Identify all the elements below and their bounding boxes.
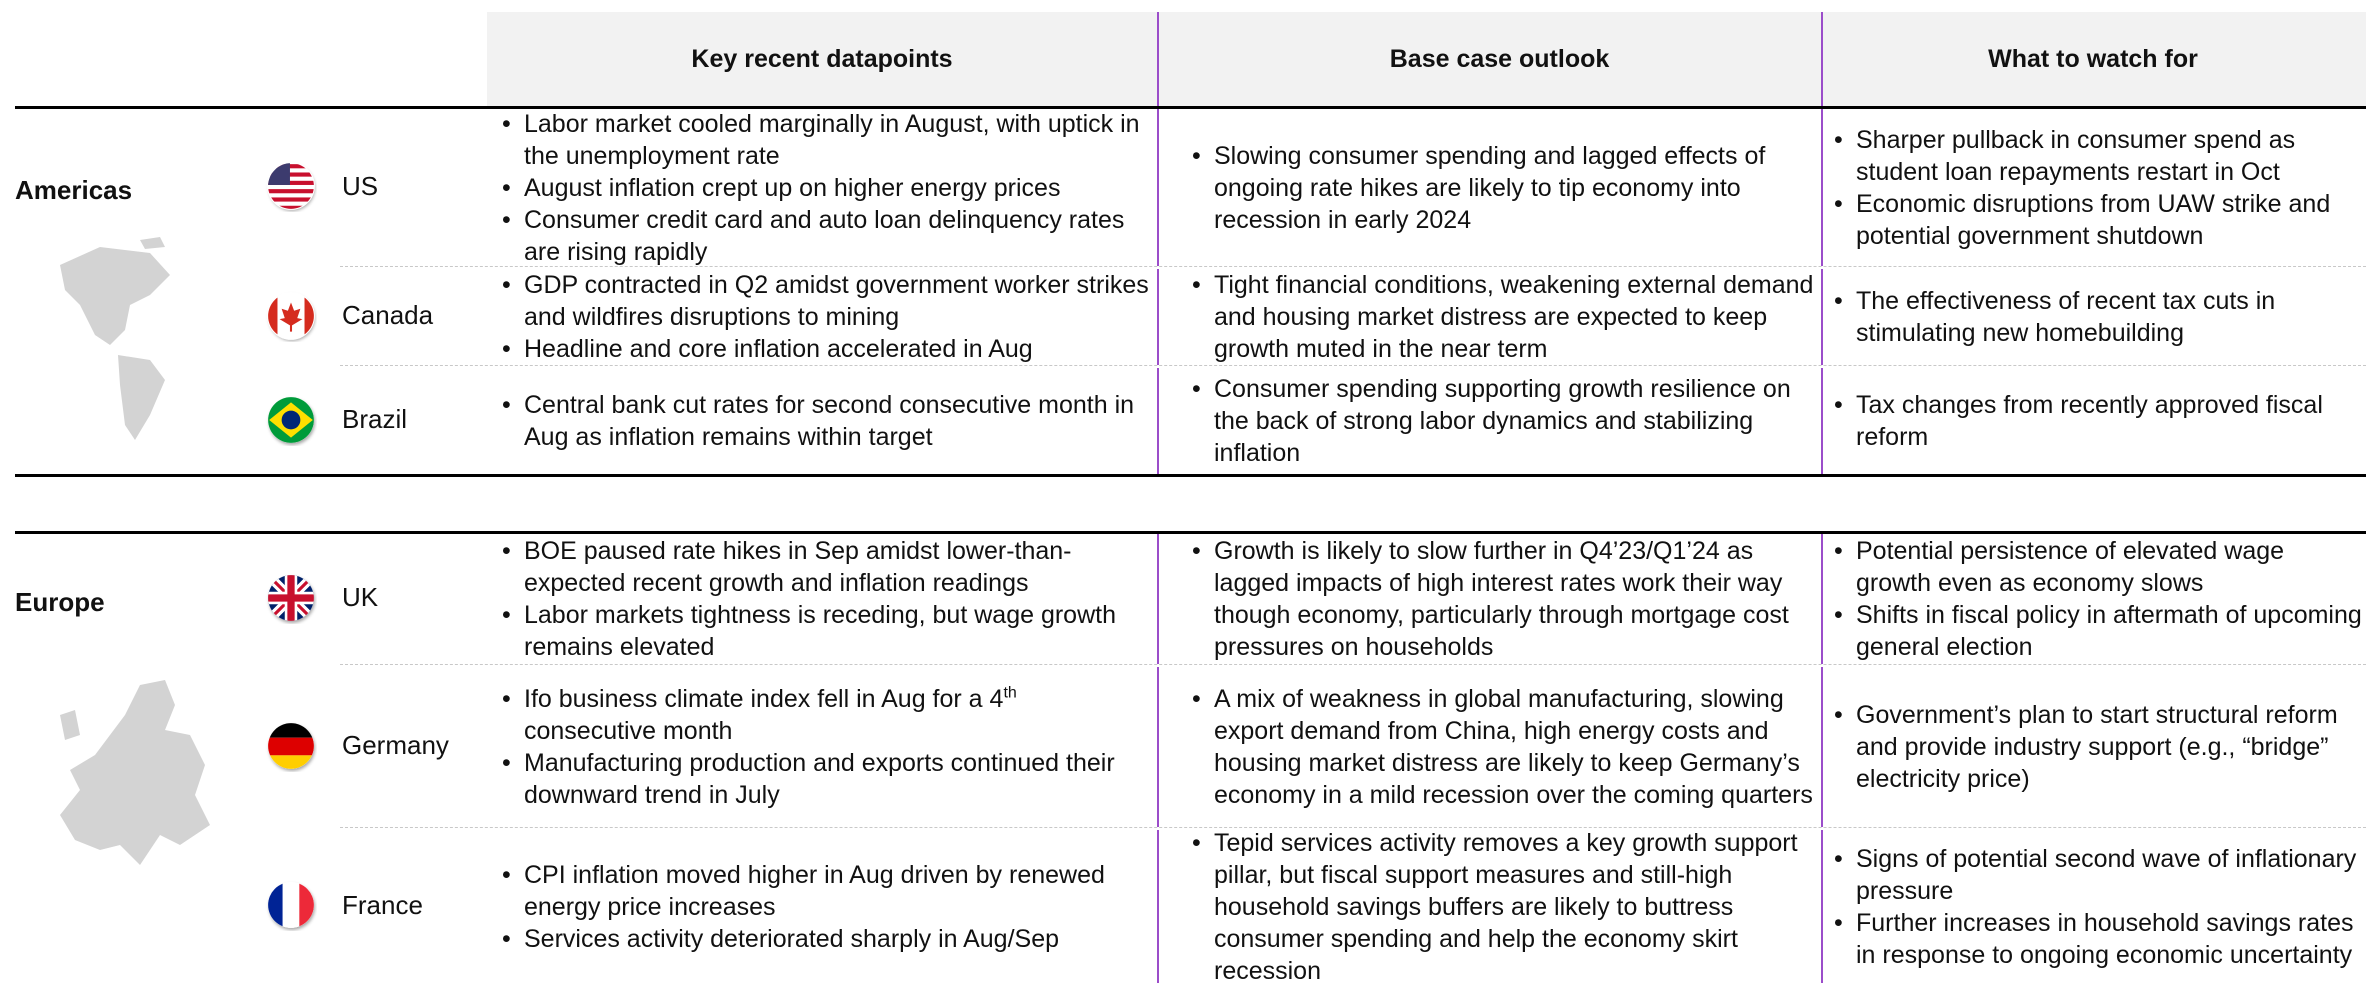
column-header: What to watch for bbox=[1988, 44, 2198, 73]
column-header: Base case outlook bbox=[1389, 44, 1610, 73]
column-divider bbox=[1157, 667, 1159, 827]
column-divider bbox=[1157, 368, 1159, 474]
bullet-item: Potential persistence of elevated wage g… bbox=[1832, 535, 2362, 599]
region-map bbox=[40, 235, 190, 450]
bullet-item: Economic disruptions from UAW strike and… bbox=[1832, 188, 2362, 252]
column-divider bbox=[1821, 269, 1823, 365]
bullet-item: Labor market cooled marginally in August… bbox=[500, 108, 1150, 172]
flag-icon bbox=[265, 879, 317, 931]
cell: GDP contracted in Q2 amidst government w… bbox=[500, 269, 1150, 365]
column-divider bbox=[1157, 109, 1159, 266]
column-divider bbox=[1821, 368, 1823, 474]
country-name: US bbox=[342, 170, 379, 201]
cell: Government’s plan to start structural re… bbox=[1832, 667, 2362, 827]
cell: Ifo business climate index fell in Aug f… bbox=[500, 667, 1150, 827]
bullet-item: Tepid services activity removes a key gr… bbox=[1190, 827, 1815, 983]
flag-icon bbox=[265, 572, 317, 624]
bullet-item: Tax changes from recently approved fisca… bbox=[1832, 389, 2362, 453]
bullet-item: Growth is likely to slow further in Q4’2… bbox=[1190, 535, 1815, 663]
column-header: Key recent datapoints bbox=[691, 44, 953, 73]
cell: Slowing consumer spending and lagged eff… bbox=[1190, 109, 1815, 266]
region-label: Europe bbox=[15, 587, 105, 617]
header-band bbox=[487, 12, 2366, 106]
column-divider bbox=[1157, 12, 1159, 106]
cell: A mix of weakness in global manufacturin… bbox=[1190, 667, 1815, 827]
cell: CPI inflation moved higher in Aug driven… bbox=[500, 830, 1150, 983]
column-divider bbox=[1157, 534, 1159, 664]
region-label: Americas bbox=[15, 175, 133, 205]
bullet-item: Ifo business climate index fell in Aug f… bbox=[500, 683, 1150, 747]
bullet-item: August inflation crept up on higher ener… bbox=[500, 172, 1150, 204]
country-name: France bbox=[342, 889, 423, 920]
bullet-item: CPI inflation moved higher in Aug driven… bbox=[500, 859, 1150, 923]
country-name: Canada bbox=[342, 300, 434, 330]
row-separator bbox=[340, 365, 2366, 366]
bullet-item: Government’s plan to start structural re… bbox=[1832, 699, 2362, 795]
bullet-item: Signs of potential second wave of inflat… bbox=[1832, 843, 2362, 907]
country-name: UK bbox=[342, 582, 379, 612]
bullet-item: Tight financial conditions, weakening ex… bbox=[1190, 269, 1815, 365]
bullet-item: Headline and core inflation accelerated … bbox=[500, 333, 1150, 365]
text: Ifo business climate index fell in Aug f… bbox=[524, 685, 1004, 713]
region-map bbox=[40, 675, 215, 880]
bullet-item: Services activity deteriorated sharply i… bbox=[500, 923, 1150, 955]
column-divider bbox=[1157, 269, 1159, 365]
bullet-item: Further increases in household savings r… bbox=[1832, 907, 2362, 971]
cell: Tight financial conditions, weakening ex… bbox=[1190, 269, 1815, 365]
section-rule bbox=[15, 106, 2366, 109]
bullet-item: Consumer spending supporting growth resi… bbox=[1190, 373, 1815, 469]
cell: The effectiveness of recent tax cuts in … bbox=[1832, 269, 2362, 365]
cell: Potential persistence of elevated wage g… bbox=[1832, 534, 2362, 664]
cell: Sharper pullback in consumer spend as st… bbox=[1832, 109, 2362, 266]
bullet-item: Slowing consumer spending and lagged eff… bbox=[1190, 140, 1815, 236]
cell: BOE paused rate hikes in Sep amidst lowe… bbox=[500, 534, 1150, 664]
bullet-item: Labor markets tightness is receding, but… bbox=[500, 599, 1150, 663]
column-divider bbox=[1821, 12, 1823, 106]
bullet-item: GDP contracted in Q2 amidst government w… bbox=[500, 269, 1150, 333]
cell: Signs of potential second wave of inflat… bbox=[1832, 830, 2362, 983]
flag-icon bbox=[265, 160, 317, 212]
section-rule bbox=[15, 531, 2366, 534]
superscript: th bbox=[1003, 684, 1017, 702]
column-divider bbox=[1157, 830, 1159, 983]
column-divider bbox=[1821, 830, 1823, 983]
bullet-item: The effectiveness of recent tax cuts in … bbox=[1832, 285, 2362, 349]
cell: Consumer spending supporting growth resi… bbox=[1190, 368, 1815, 474]
flag-icon bbox=[265, 290, 317, 342]
bullet-item: Sharper pullback in consumer spend as st… bbox=[1832, 124, 2362, 188]
country-name: Germany bbox=[342, 730, 449, 760]
bullet-item: BOE paused rate hikes in Sep amidst lowe… bbox=[500, 535, 1150, 599]
section-rule bbox=[15, 474, 2366, 477]
country-name: Brazil bbox=[342, 404, 408, 434]
cell: Growth is likely to slow further in Q4’2… bbox=[1190, 534, 1815, 664]
bullet-item: Manufacturing production and exports con… bbox=[500, 747, 1150, 811]
flag-icon bbox=[265, 394, 317, 446]
text: consecutive month bbox=[524, 717, 733, 745]
flag-icon bbox=[265, 720, 317, 772]
row-separator bbox=[340, 266, 2366, 267]
bullet-item: Central bank cut rates for second consec… bbox=[500, 389, 1150, 453]
cell: Central bank cut rates for second consec… bbox=[500, 368, 1150, 474]
row-separator bbox=[340, 664, 2366, 665]
bullet-item: A mix of weakness in global manufacturin… bbox=[1190, 683, 1815, 811]
cell: Tepid services activity removes a key gr… bbox=[1190, 827, 1815, 983]
column-divider bbox=[1821, 109, 1823, 266]
bullet-item: Shifts in fiscal policy in aftermath of … bbox=[1832, 599, 2362, 663]
column-divider bbox=[1821, 667, 1823, 827]
column-divider bbox=[1821, 534, 1823, 664]
bullet-item: Consumer credit card and auto loan delin… bbox=[500, 204, 1150, 268]
cell: Labor market cooled marginally in August… bbox=[500, 108, 1150, 268]
cell: Tax changes from recently approved fisca… bbox=[1832, 368, 2362, 474]
